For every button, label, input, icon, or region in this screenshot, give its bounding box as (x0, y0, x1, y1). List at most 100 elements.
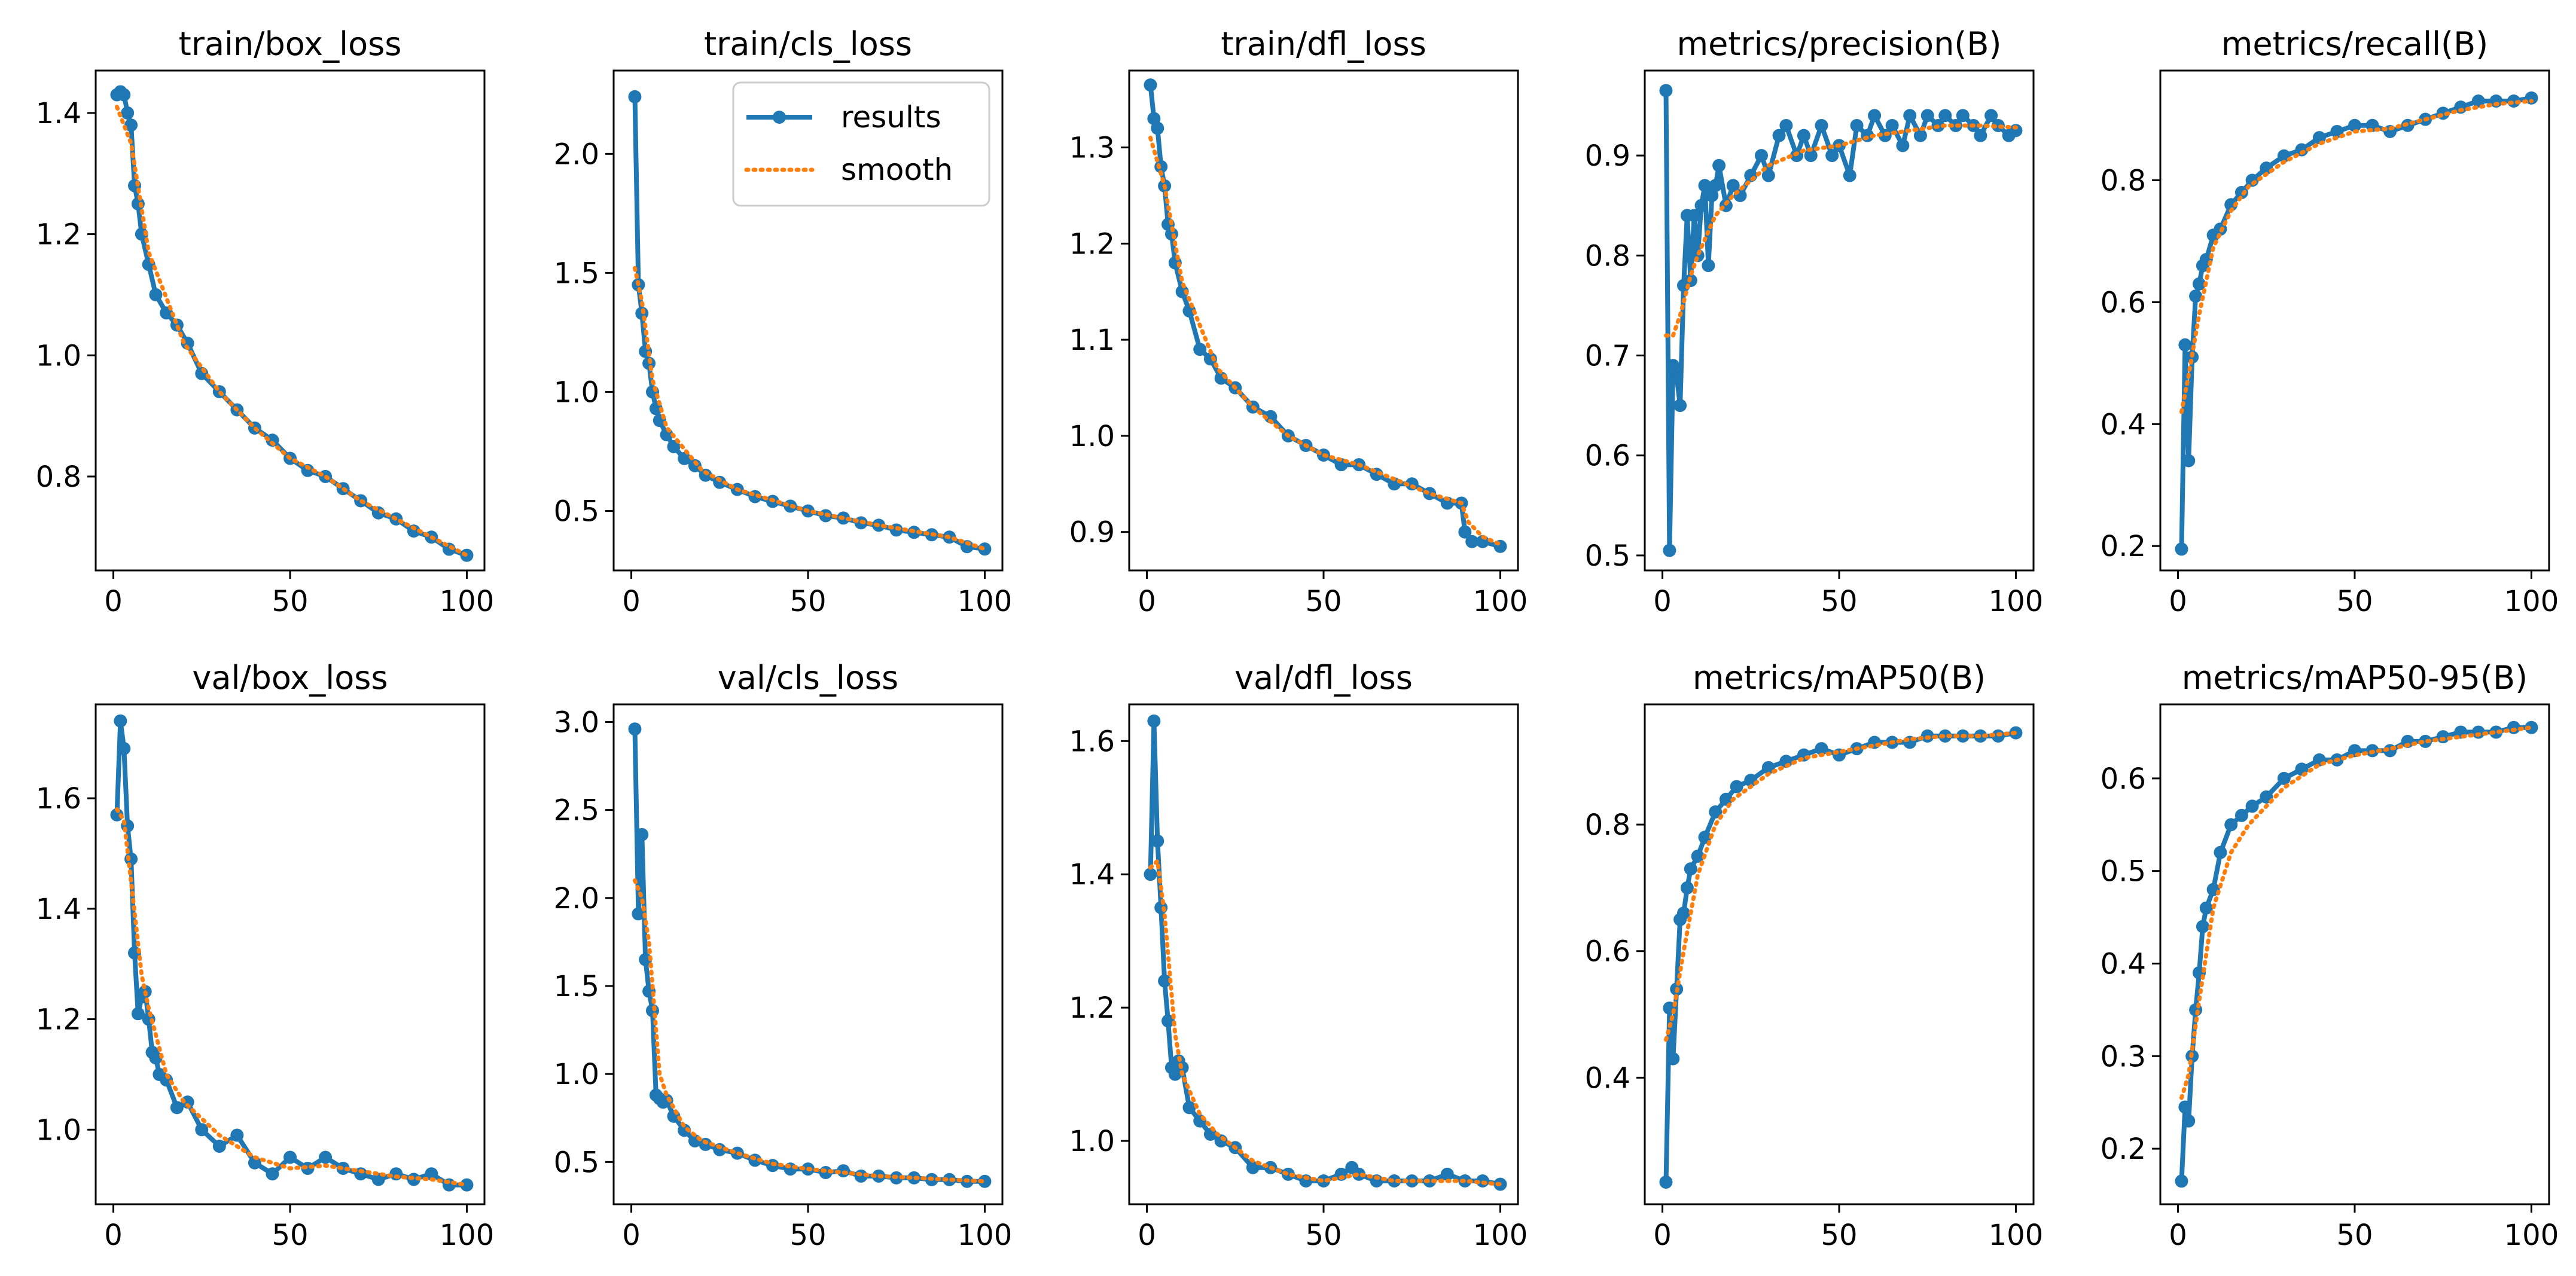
results-data-point (1193, 343, 1207, 356)
y-tick-label: 1.0 (36, 339, 81, 373)
results-data-point (1388, 1174, 1401, 1188)
plot-area (1659, 726, 2023, 1189)
y-tick-label: 0.5 (554, 494, 599, 528)
x-tick-label: 100 (1473, 1219, 1528, 1252)
results-data-point (2224, 818, 2238, 832)
y-tick-label: 1.0 (1069, 1125, 1115, 1158)
x-tick-label: 50 (2336, 585, 2373, 618)
x-tick-label: 100 (1989, 1219, 2044, 1252)
results-data-point (266, 434, 279, 447)
y-tick-label: 2.5 (554, 794, 599, 828)
results-data-point (699, 468, 712, 482)
results-data-point (1680, 881, 1694, 895)
results-data-point (117, 88, 131, 102)
x-tick-label: 0 (1138, 1219, 1156, 1252)
y-tick-label: 2.0 (554, 882, 599, 915)
axes-frame (1644, 69, 2035, 572)
results-data-point (319, 1150, 333, 1164)
results-data-point (1815, 118, 1828, 132)
results-data-point (1670, 368, 1684, 382)
plot-area (2175, 721, 2538, 1188)
results-data-point (170, 1101, 184, 1115)
y-tick-label: 0.8 (2101, 164, 2146, 198)
panel-val-box-loss: val/box_loss 0 50 100 1.0 1.2 1.4 1.6 (36, 659, 495, 1252)
results-data-point (1440, 496, 1454, 510)
results-data-point (1726, 179, 1740, 193)
results-data-point (2234, 808, 2248, 822)
results-data-point (1144, 868, 1157, 881)
plot-area (1659, 84, 2023, 557)
results-data-point (1974, 129, 1987, 142)
y-tick-label: 0.2 (2101, 530, 2146, 563)
results-data-point (1797, 129, 1810, 142)
results-data-point (2175, 542, 2188, 556)
y-tick-label: 1.5 (554, 970, 599, 1003)
plot-area (2175, 91, 2538, 556)
results-data-point (1691, 849, 1705, 863)
y-tick-label: 2.0 (554, 138, 599, 171)
panel-metrics-recall-b-: metrics/recall(B) 0 50 100 0.2 0.4 0.6 0.8 (2101, 25, 2559, 618)
panel-train-dfl-loss: train/dfl_loss 0 50 100 0.9 1.0 1.1 1.2 1.3 (1069, 25, 1528, 618)
axes-frame (612, 69, 1004, 572)
axes-frame (1128, 703, 1519, 1205)
results-data-point (1804, 149, 1818, 163)
x-tick-label: 100 (958, 1219, 1013, 1252)
results-data-point (1850, 118, 1864, 132)
legend-results-marker (773, 111, 786, 124)
smooth-series-line (2179, 99, 2534, 414)
results-data-point (646, 1004, 659, 1018)
results-data-point (1755, 149, 1768, 163)
smooth-series-line (1664, 123, 2018, 338)
results-data-point (2193, 277, 2206, 291)
results-data-point (131, 1007, 145, 1021)
x-tick-label: 50 (1821, 585, 1857, 618)
y-tick-label: 3.0 (554, 706, 599, 739)
results-data-point (1825, 149, 1839, 163)
results-data-point (660, 1094, 673, 1107)
legend-smooth-label: smooth (841, 152, 953, 187)
panel-val-cls-loss: val/cls_loss 0 50 100 0.5 1.0 1.5 2.0 2.5 3.0 (554, 659, 1013, 1252)
panel-val-dfl-loss: val/dfl_loss 0 50 100 1.0 1.2 1.4 1.6 (1069, 659, 1528, 1252)
plot-area (110, 85, 474, 562)
smooth-series-line (115, 105, 469, 558)
x-tick-label: 50 (1821, 1219, 1857, 1252)
results-data-point (1709, 179, 1723, 193)
panel-metrics-map50-b-: metrics/mAP50(B) 0 50 100 0.4 0.6 0.8 (1585, 659, 2044, 1252)
results-data-point (1815, 742, 1828, 756)
results-data-point (1687, 209, 1701, 222)
x-tick-label: 50 (789, 585, 826, 618)
results-data-point (1175, 285, 1189, 298)
panel-train-box-loss: train/box_loss 0 50 100 0.8 1.0 1.2 1.4 (36, 25, 495, 618)
results-data-point (1984, 109, 1998, 123)
y-tick-label: 1.3 (1069, 132, 1115, 165)
panel-title: metrics/recall(B) (2221, 25, 2488, 63)
results-data-point (2189, 289, 2203, 303)
x-tick-label: 0 (104, 585, 123, 618)
y-tick-label: 1.0 (554, 1058, 599, 1091)
results-data-point (2525, 721, 2538, 734)
results-data-point (1709, 805, 1723, 819)
results-data-point (1440, 1167, 1454, 1181)
panel-metrics-map50-95-b-: metrics/mAP50-95(B) 0 50 100 0.2 0.3 0.4 0.5 0.6 (2101, 659, 2559, 1252)
results-data-point (2234, 185, 2248, 199)
y-tick-label: 0.5 (2101, 855, 2146, 889)
results-data-point (1712, 158, 1726, 172)
results-data-point (1264, 410, 1278, 423)
y-tick-label: 0.5 (554, 1146, 599, 1179)
panel-title: train/box_loss (179, 25, 402, 63)
results-data-point (1903, 109, 1917, 123)
smooth-series-line (115, 807, 469, 1188)
results-data-point (635, 828, 649, 841)
y-tick-label: 0.6 (1585, 935, 1630, 969)
results-data-point (1144, 78, 1157, 92)
x-tick-label: 100 (958, 585, 1013, 618)
results-data-point (230, 1128, 244, 1142)
x-tick-label: 50 (272, 1219, 308, 1252)
results-data-point (2489, 725, 2503, 739)
plot-area (110, 714, 474, 1192)
results-data-point (2277, 771, 2291, 785)
results-data-point (1705, 189, 1719, 202)
results-data-point (2224, 198, 2238, 212)
results-data-point (1673, 399, 1687, 413)
results-data-point (1938, 729, 1952, 743)
